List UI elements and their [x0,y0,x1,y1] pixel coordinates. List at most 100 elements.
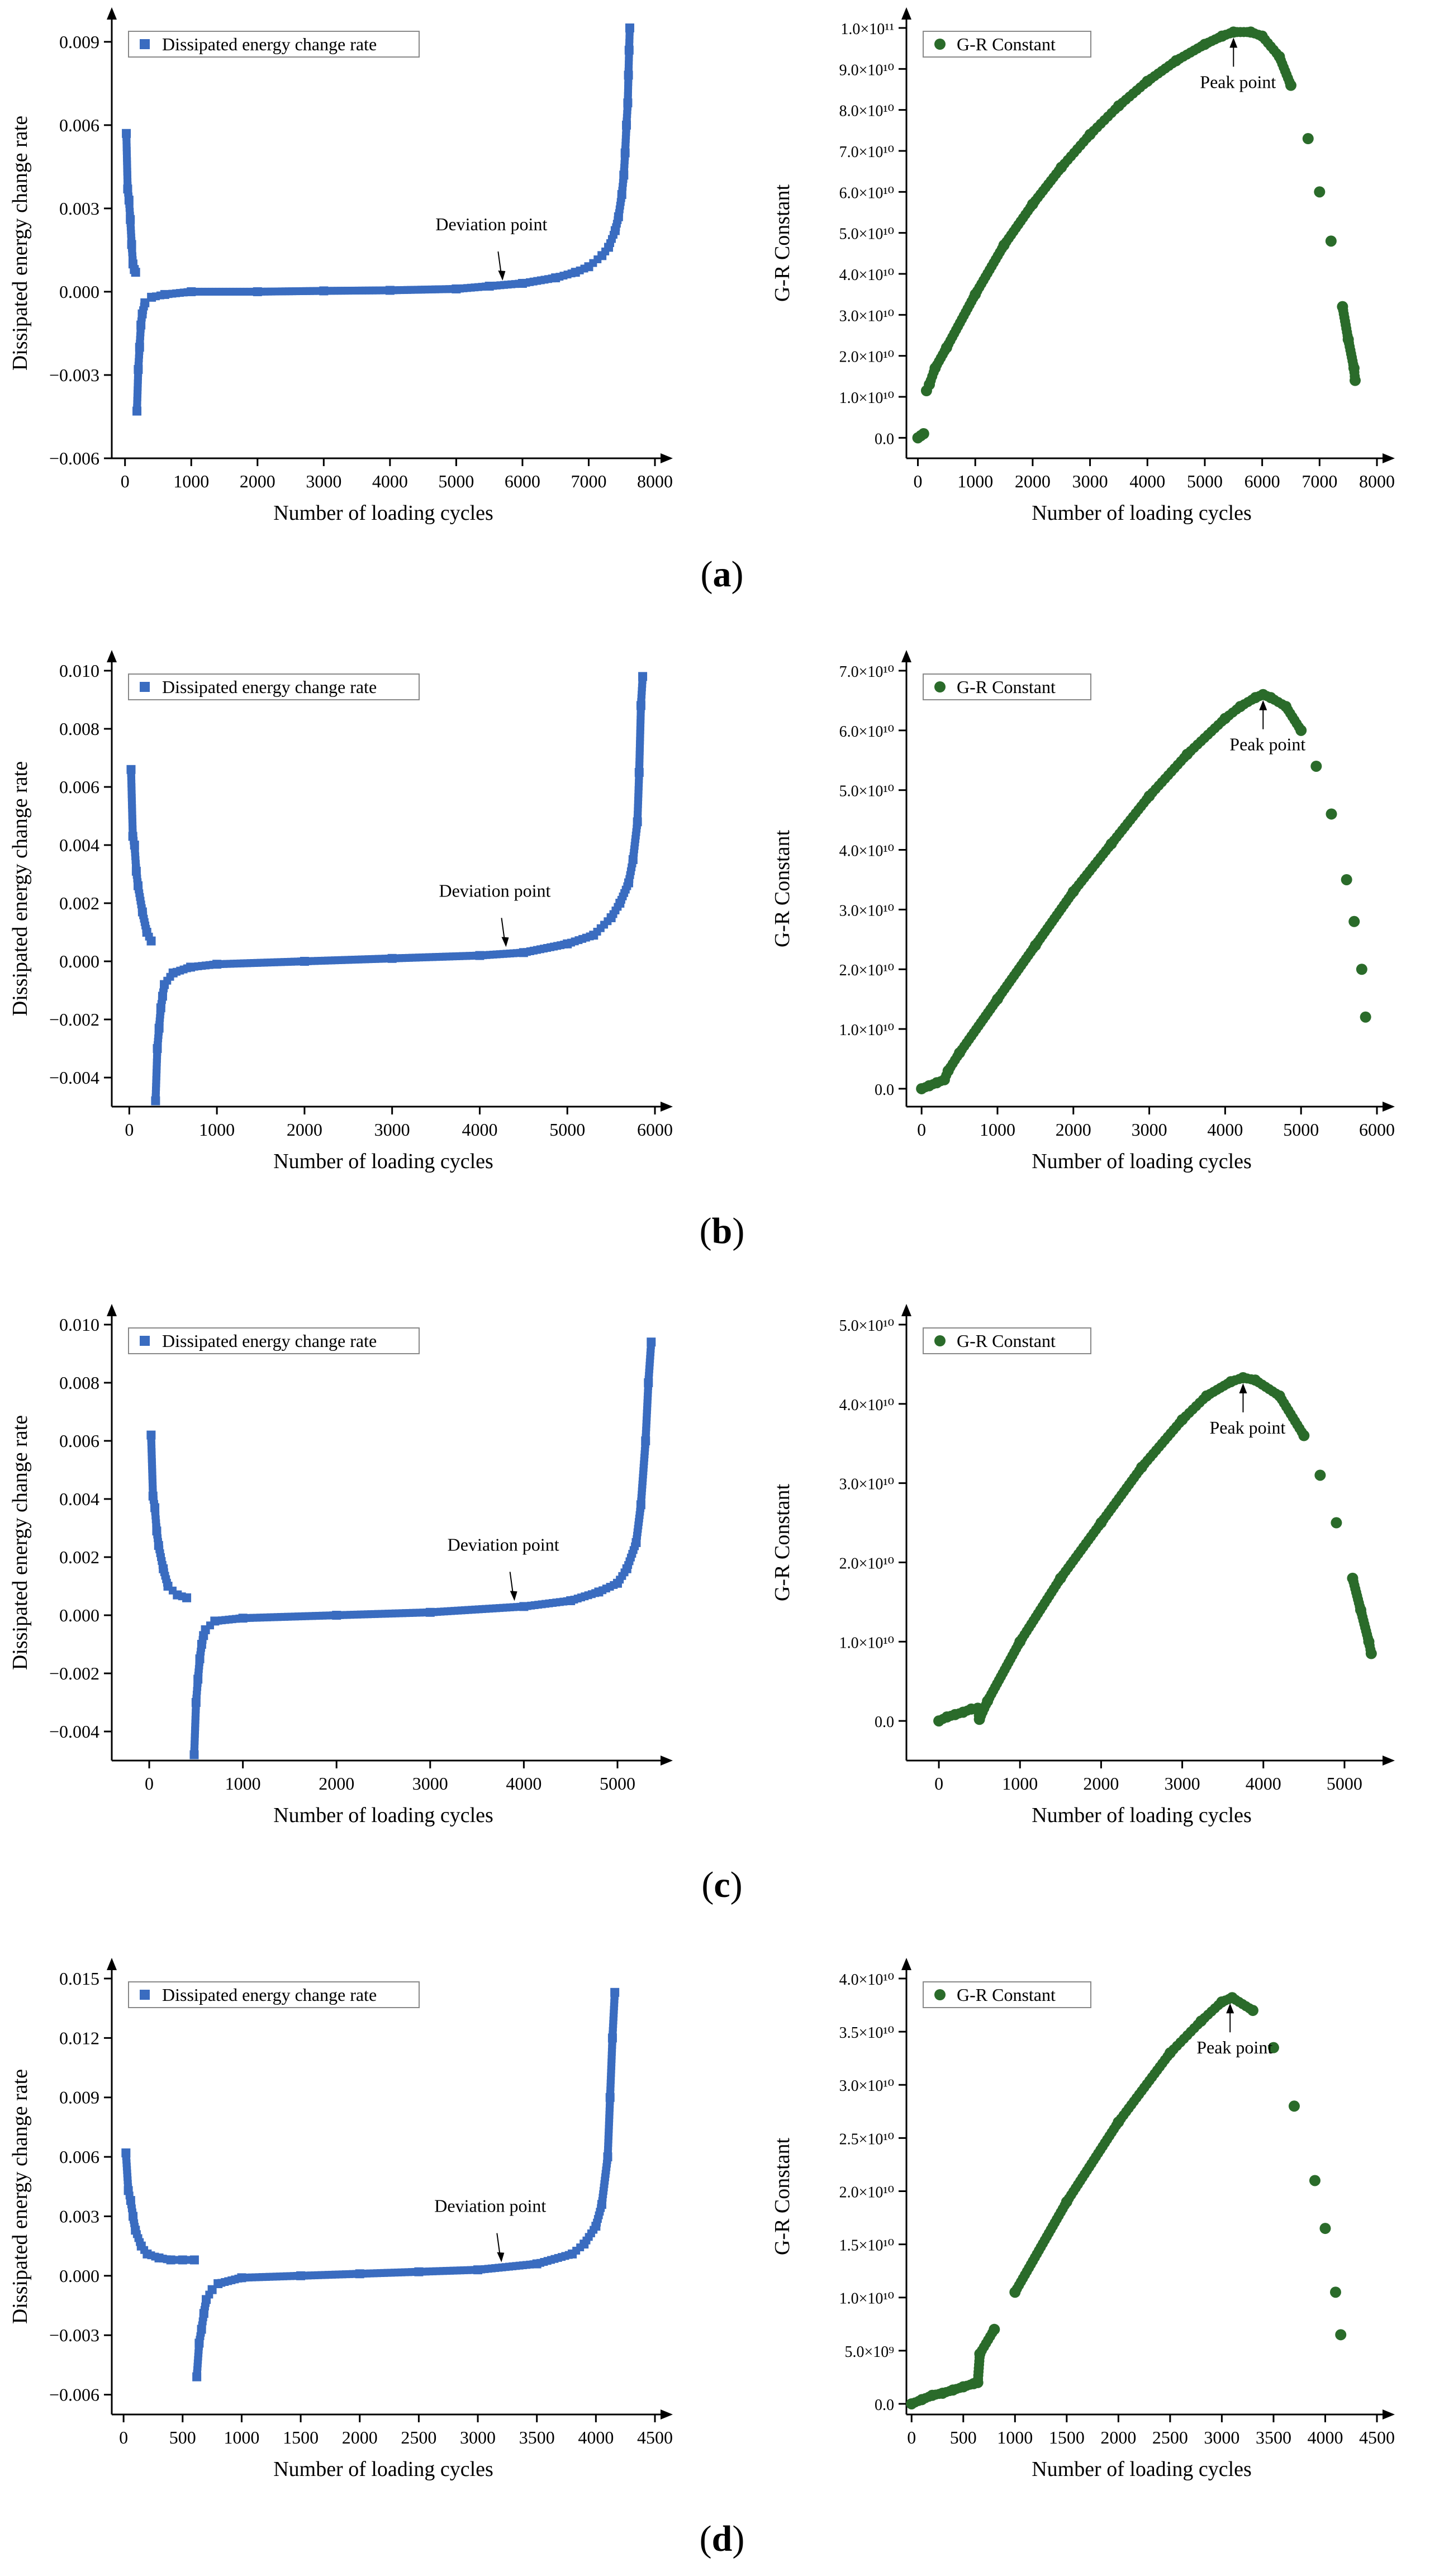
data-point-square [197,2328,205,2337]
x-tick-label: 3000 [412,1773,448,1794]
data-point-square [183,288,192,296]
data-point-square [631,1542,639,1550]
data-point-square [140,2246,149,2254]
data-point-square [142,924,150,933]
panel-d: 0 500 1000 1500 2000 2500 3000 3500 4000 4500 −0.0… [0,1951,1444,2576]
x-axis-label: Number of loading cycles [1032,1804,1252,1827]
data-point-square [194,2342,203,2351]
y-tick-label: 2.0×10¹⁰ [839,2184,894,2201]
x-tick-label: 2500 [401,2427,436,2447]
data-point-circle [928,1079,938,1089]
data-point-square [352,2270,360,2278]
data-point-square [209,960,217,969]
data-point-circle [1141,794,1152,805]
data-point-square [560,941,568,948]
y-tick-label: 0.004 [59,1489,99,1509]
x-axis-label: Number of loading cycles [273,501,493,525]
data-point-circle [1193,2019,1203,2030]
y-tick-label: 5.0×10¹⁰ [839,783,894,800]
y-tick-label: 0.015 [59,1968,99,1989]
data-point-square [186,2256,194,2264]
x-tick-label: 4000 [1129,471,1165,491]
x-tick-label: 6000 [505,471,540,491]
data-point-square [567,269,576,278]
y-tick-label: 0.002 [59,1547,99,1567]
x-tick-label: 4000 [372,471,408,491]
y-tick-label: 7.0×10¹⁰ [839,144,894,161]
data-point-square [621,153,629,161]
x-tick-label: 3000 [374,1119,410,1140]
legend-box [923,31,1091,58]
x-tick-label: 0 [119,2427,128,2447]
x-tick-label: 0 [125,1119,134,1140]
data-point-square [610,1992,619,2000]
y-tick-label: 0.003 [59,2206,99,2226]
data-point-square [235,1614,244,1623]
data-point-square [192,1702,200,1710]
data-series [126,672,648,1106]
data-point-square [597,2204,605,2212]
data-point-square [482,282,490,291]
data-point-square [636,1504,645,1512]
legend-marker-square [140,682,150,692]
data-point-square [580,264,588,273]
data-point-circle [1053,165,1064,176]
data-point-square [636,705,645,713]
data-point-square [134,878,142,886]
data-point-square [472,951,481,960]
data-point-square [449,285,457,293]
y-axis-arrow [107,650,117,662]
data-point-circle [1302,133,1314,144]
data-point-square [625,27,634,36]
annotation-label: Deviation point [434,2196,546,2216]
data-point-square [586,932,594,941]
data-point-square [199,2313,207,2322]
legend-label: Dissipated energy change rate [162,1331,377,1351]
y-tick-label: 0.006 [59,115,99,135]
x-tick-label: 8000 [637,471,673,491]
annotation-arrow-head [498,271,506,281]
data-point-circle [1341,874,1352,885]
x-tick-label: 1000 [173,471,209,491]
data-point-square [131,2223,139,2231]
data-point-square [608,2037,616,2046]
x-tick-label: 5000 [1327,1773,1362,1794]
annotation-label: Peak point [1209,1417,1285,1438]
data-point-square [166,972,174,981]
data-point-circle [1262,691,1272,701]
data-point-square [129,256,137,264]
data-point-square [606,2096,614,2105]
chart-b-gr-constant: 0 1000 2000 3000 4000 5000 6000 0.0 1.0×10¹⁰ 2.0×… [771,650,1395,1173]
x-tick-label: 2000 [1083,1773,1119,1794]
x-tick-label: 0 [121,471,130,491]
x-tick-label: 1500 [1049,2427,1085,2447]
x-tick-label: 0 [934,1773,943,1794]
data-point-square [205,2290,213,2299]
legend-marker-circle [934,39,946,50]
y-axis-label: Dissipated energy change rate [8,761,32,1016]
x-axis-label: Number of loading cycles [1032,1150,1252,1173]
data-point-square [316,287,325,295]
y-tick-label: 0.009 [59,32,99,52]
y-axis-arrow [901,1958,911,1970]
data-point-square [516,1602,525,1611]
x-tick-label: 3500 [1256,2427,1291,2447]
data-point-circle [1365,1644,1376,1655]
x-axis-arrow [661,1102,673,1112]
x-tick-label: 3000 [1132,1119,1167,1140]
legend-box [923,1981,1091,2008]
y-axis-arrow [107,1958,117,1970]
y-tick-label: 3.5×10¹⁰ [839,2024,894,2042]
data-point-square [529,2260,538,2269]
y-tick-label: 3.0×10¹⁰ [839,1476,894,1493]
x-tick-label: 5000 [1187,471,1223,491]
data-point-square [620,1568,629,1577]
data-point-circle [1246,1374,1256,1384]
y-axis-label: G-R Constant [771,830,794,948]
data-point-circle [954,1708,965,1719]
x-tick-label: 2000 [287,1119,322,1140]
x-tick-label: 4000 [1207,1119,1243,1140]
y-axis-label: Dissipated energy change rate [8,2069,32,2324]
data-point-square [153,1048,162,1056]
x-tick-label: 4000 [578,2427,614,2447]
